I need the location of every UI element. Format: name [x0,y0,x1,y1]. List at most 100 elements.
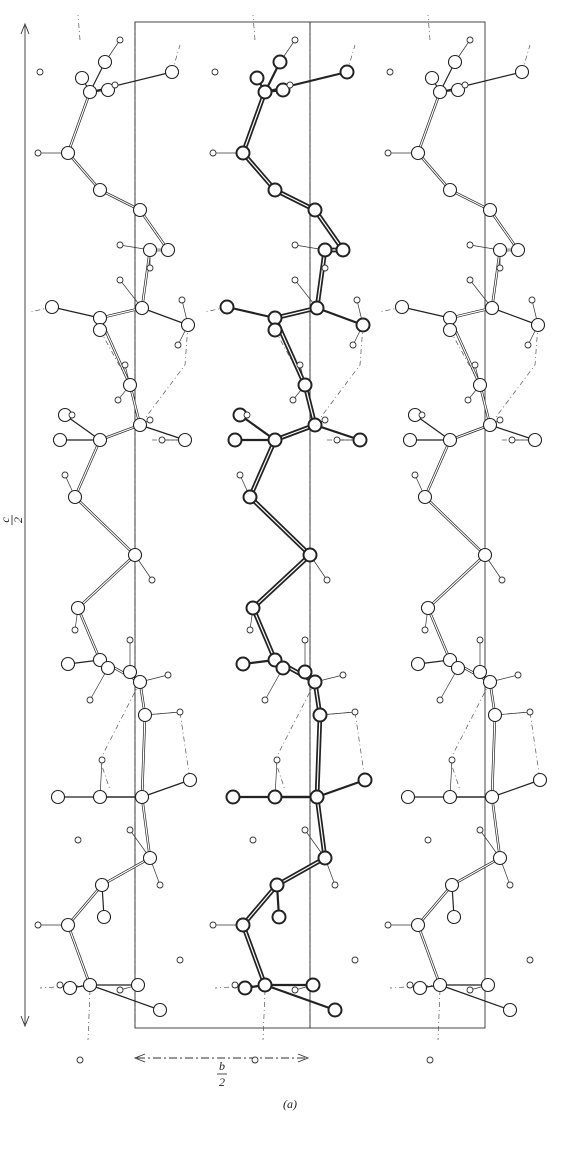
hydrogen-atom [250,837,256,843]
atom [132,979,145,992]
hydrogen-atom [69,412,75,418]
hydrogen-atom [292,277,298,283]
hydrogen-atom [127,637,133,643]
hydrogen-atom [177,709,183,715]
atom [412,919,425,932]
hydrogen-atom [350,342,356,348]
hydrogen-atom [290,397,296,403]
bond-inner [277,858,325,885]
atom [259,979,272,992]
hydrogen-atom [117,277,123,283]
atom [162,244,175,257]
bond-inner [425,440,450,497]
hydrogen-atom [147,417,153,423]
atom [72,602,85,615]
atom [46,301,59,314]
bond-inner [75,440,100,497]
atom [134,204,147,217]
hydrogen-bond [88,990,90,1040]
atom [237,919,250,932]
side-bond [492,308,538,325]
atom [516,66,529,79]
hydrogen-atom [467,37,473,43]
hydrogen-atom [165,672,171,678]
atom [314,709,327,722]
atom [419,491,432,504]
hydrogen-atom [122,362,128,368]
atom [84,86,97,99]
bond-inner [428,555,485,608]
atom [329,1004,342,1017]
b-axis-label: b 2 [217,1059,227,1089]
hydrogen-atom [419,412,425,418]
hydrogen-bond [450,682,490,790]
hydrogen-atom [527,709,533,715]
hydrogen-atom [77,1057,83,1063]
atom [444,434,457,447]
atom [504,1004,517,1017]
hydrogen-atom [302,827,308,833]
hydrogen-atom [499,577,505,583]
hydrogen-atom [247,627,253,633]
hydrogen-atom [210,922,216,928]
hydrogen-atom [212,69,218,75]
atom [309,204,322,217]
atom [479,549,492,562]
atom [179,434,192,447]
hydrogen-atom [352,957,358,963]
atom [414,982,427,995]
unit-cell [135,22,485,1028]
atom [124,666,137,679]
hydrogen-atom [527,957,533,963]
hydrogen-atom [75,837,81,843]
atom [54,434,67,447]
hydrogen-bond [495,712,540,780]
hydrogen-atom [87,697,93,703]
atom [299,379,312,392]
hydrogen-atom [297,362,303,368]
atom [512,244,525,257]
hydrogen-atom [292,242,298,248]
atom [309,419,322,432]
atom [337,244,350,257]
hydrogen-atom [274,757,280,763]
hydrogen-bond [145,712,190,780]
hydrogen-atom [175,342,181,348]
hydrogen-atom [352,709,358,715]
bond-inner [428,608,450,660]
bond-inner [140,210,168,250]
atom [484,676,497,689]
hydrogen-atom [244,412,250,418]
hydrogen-atom [112,82,118,88]
hydrogen-bond [253,15,255,40]
atom [486,791,499,804]
hydrogen-atom [35,150,41,156]
hydrogen-atom [387,69,393,75]
atom [99,56,112,69]
atom [166,66,179,79]
b-label-numerator: b [219,1059,225,1073]
atom [229,434,242,447]
hydrogen-atom [340,672,346,678]
hydrogen-atom [62,472,68,478]
hydrogen-atom [117,37,123,43]
atom [154,1004,167,1017]
atom [64,982,77,995]
hydrogen-atom [72,627,78,633]
atom [94,184,107,197]
atom [136,302,149,315]
hydrogen-atom [385,922,391,928]
hydrogen-atom [477,827,483,833]
hydrogen-atom [472,362,478,368]
bond-inner [68,925,90,985]
hydrogen-atom [147,265,153,271]
atom [98,911,111,924]
atom [277,662,290,675]
atom [244,491,257,504]
atom [251,72,264,85]
hydrogen-atom [292,37,298,43]
atom [486,302,499,315]
hydrogen-bond [275,682,315,790]
bond-inner [253,555,310,608]
hydrogen-atom [467,987,473,993]
